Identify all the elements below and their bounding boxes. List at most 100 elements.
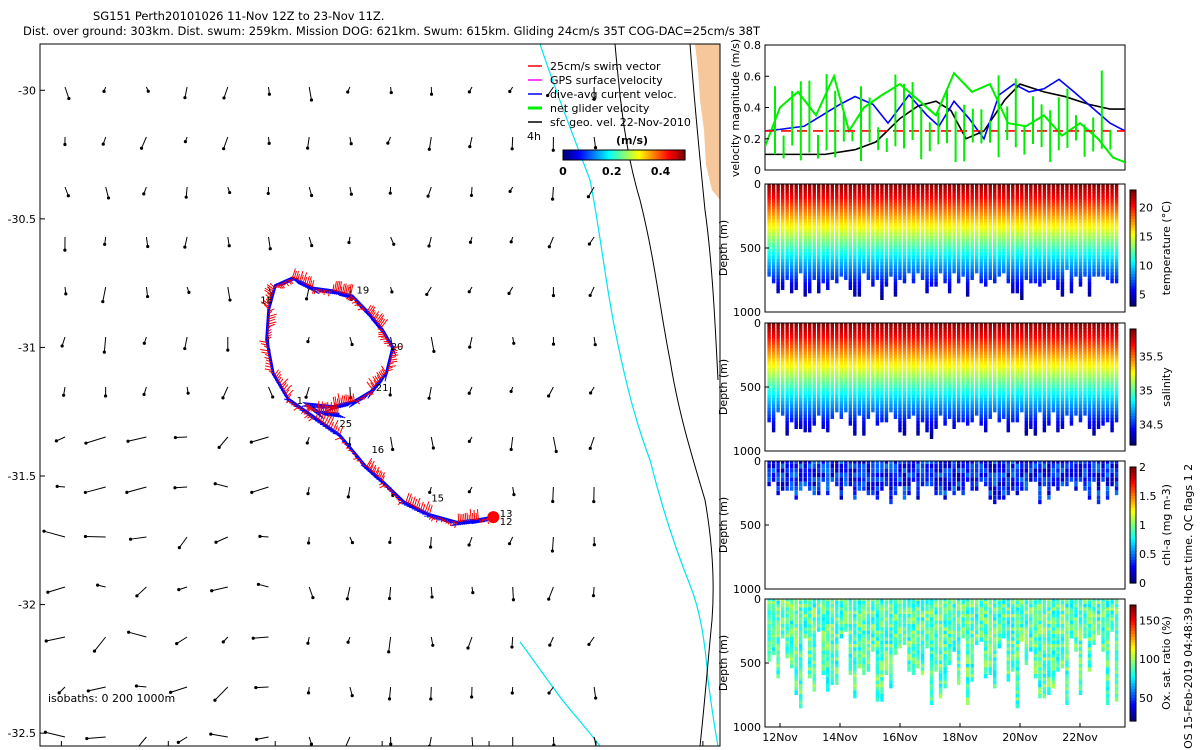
section-sample	[952, 239, 956, 244]
section-sample	[993, 249, 997, 254]
swim-vector	[313, 288, 316, 295]
section-sample	[1065, 184, 1069, 187]
section-sample	[767, 354, 771, 360]
section-sample	[929, 184, 934, 187]
section-sample	[812, 328, 816, 333]
section-sample	[929, 275, 934, 281]
section-sample	[1083, 272, 1087, 277]
section-sample	[938, 388, 943, 393]
section-sample	[817, 358, 821, 363]
section-sample	[880, 397, 884, 403]
swim-vector	[445, 519, 449, 524]
section-sample	[898, 225, 902, 231]
section-sample	[803, 334, 807, 340]
section-sample	[1011, 239, 1015, 244]
section-sample	[880, 192, 884, 197]
section-sample	[1078, 232, 1083, 237]
section-sample	[1096, 202, 1101, 207]
section-sample	[830, 331, 834, 336]
section-sample	[1083, 215, 1087, 221]
section-colorbar-segment	[1130, 201, 1136, 206]
section-sample	[780, 268, 785, 274]
section-sample	[947, 361, 952, 366]
section-sample	[916, 265, 920, 271]
section-sample	[794, 205, 798, 211]
section-sample	[911, 255, 916, 261]
section-sample	[776, 348, 780, 353]
section-sample	[911, 397, 916, 403]
section-sample	[956, 397, 961, 403]
section-sample	[1110, 229, 1114, 234]
section-sample	[780, 242, 785, 247]
section-sample	[776, 199, 780, 204]
swim-vector	[279, 283, 284, 289]
section-sample	[767, 351, 771, 356]
section-sample	[812, 249, 816, 254]
section-sample	[929, 434, 934, 439]
section-sample	[956, 414, 961, 420]
section-sample	[803, 414, 807, 420]
velocity-arrow	[43, 530, 66, 538]
velocity-arrow-head	[508, 89, 512, 94]
section-sample	[965, 323, 970, 326]
section-sample	[1096, 268, 1101, 274]
section-sample	[830, 341, 834, 346]
section-sample	[893, 394, 898, 400]
section-sample	[817, 361, 821, 366]
section-sample	[1096, 235, 1101, 241]
section-sample	[1101, 212, 1105, 217]
section-sample	[880, 388, 884, 393]
swim-vector	[293, 405, 300, 411]
section-sample	[808, 394, 812, 400]
section-sample	[893, 344, 898, 350]
swim-vector	[276, 284, 280, 289]
section-sample	[1047, 242, 1051, 247]
velocity-arrow-head	[103, 242, 107, 246]
section-sample	[920, 185, 925, 191]
section-sample	[780, 407, 785, 413]
section-sample	[1065, 209, 1069, 214]
section-sample	[785, 391, 789, 396]
section-sample	[1096, 239, 1101, 244]
section-sample	[929, 364, 934, 370]
section-sample	[961, 189, 965, 194]
section-sample	[817, 388, 821, 393]
section-sample	[916, 249, 920, 254]
section-sample	[812, 252, 816, 257]
section-sample	[1083, 239, 1087, 244]
section-sample	[1033, 265, 1038, 271]
section-sample	[880, 364, 884, 370]
section-sample	[961, 272, 965, 277]
velocity-arrow	[45, 731, 66, 738]
section-sample	[776, 394, 780, 400]
section-sample	[835, 268, 839, 274]
section-sample	[785, 374, 789, 380]
section-sample	[1038, 215, 1042, 221]
section-sample	[934, 262, 938, 267]
section-sample	[1033, 275, 1038, 281]
section-sample	[1078, 219, 1083, 224]
section-sample	[767, 361, 771, 366]
section-sample	[862, 338, 866, 343]
section-sample	[844, 364, 848, 370]
section-sample	[853, 368, 857, 373]
section-sample	[952, 401, 956, 406]
section-sample	[911, 235, 916, 241]
section-sample	[821, 245, 825, 251]
section-sample	[853, 388, 857, 393]
section-sample	[1105, 255, 1110, 261]
section-sample	[916, 268, 920, 274]
velocity-arrow	[430, 686, 432, 699]
section-sample	[956, 184, 961, 187]
section-sample	[929, 268, 934, 274]
section-sample	[1047, 199, 1051, 204]
section-sample	[871, 364, 875, 370]
swim-vector	[273, 369, 280, 376]
section-sample	[993, 229, 997, 234]
section-sample	[1069, 184, 1074, 187]
section-sample	[767, 184, 771, 187]
section-sample	[902, 252, 907, 257]
swim-vector	[379, 484, 386, 489]
section-sample	[943, 378, 947, 383]
